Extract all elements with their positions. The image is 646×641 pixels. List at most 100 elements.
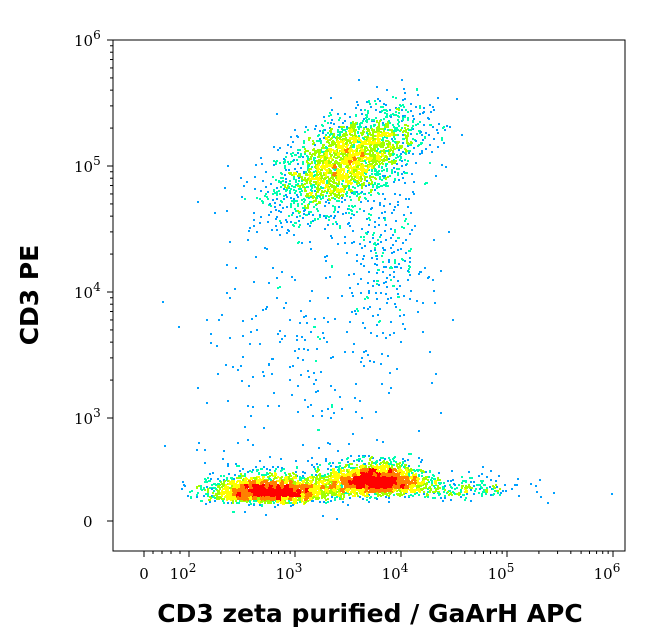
event-dot bbox=[252, 489, 254, 491]
event-dot bbox=[331, 164, 333, 166]
event-dot bbox=[345, 166, 347, 168]
event-dot bbox=[327, 189, 329, 191]
event-dot bbox=[314, 128, 316, 130]
event-dot bbox=[398, 149, 400, 151]
event-dot bbox=[322, 125, 324, 127]
event-dot bbox=[371, 170, 373, 172]
event-dot bbox=[291, 200, 293, 202]
event-dot bbox=[308, 197, 310, 199]
event-dot bbox=[340, 495, 342, 497]
event-dot bbox=[398, 112, 400, 114]
event-dot bbox=[315, 125, 317, 127]
event-dot bbox=[283, 188, 285, 190]
event-dot bbox=[290, 188, 292, 190]
event-dot bbox=[300, 188, 302, 190]
event-dot bbox=[305, 180, 307, 182]
event-dot bbox=[358, 135, 360, 137]
event-dot bbox=[402, 142, 404, 144]
event-dot bbox=[393, 181, 395, 183]
event-dot bbox=[337, 140, 339, 142]
event-dot bbox=[327, 224, 329, 226]
event-dot bbox=[290, 197, 292, 199]
event-dot bbox=[387, 126, 389, 128]
event-dot bbox=[431, 151, 433, 153]
event-dot bbox=[382, 144, 384, 146]
event-dot bbox=[336, 496, 338, 498]
event-dot bbox=[383, 149, 385, 151]
event-dot bbox=[322, 197, 324, 199]
event-dot bbox=[395, 134, 397, 136]
event-dot bbox=[379, 151, 381, 153]
event-dot bbox=[344, 129, 346, 131]
event-dot bbox=[354, 137, 356, 139]
event-dot bbox=[365, 198, 367, 200]
event-dot bbox=[428, 134, 430, 136]
event-dot bbox=[351, 158, 353, 160]
event-dot bbox=[288, 230, 290, 232]
event-dot bbox=[299, 497, 301, 499]
event-dot bbox=[373, 119, 375, 121]
event-dot bbox=[368, 217, 370, 219]
event-dot bbox=[334, 207, 336, 209]
event-dot bbox=[351, 213, 353, 215]
event-dot bbox=[419, 105, 421, 107]
event-dot bbox=[429, 104, 431, 106]
event-dot bbox=[249, 470, 251, 472]
event-dot bbox=[326, 180, 328, 182]
event-dot bbox=[333, 179, 335, 181]
event-dot bbox=[317, 171, 319, 173]
event-dot bbox=[253, 212, 255, 214]
event-dot bbox=[297, 495, 299, 497]
event-dot bbox=[341, 131, 343, 133]
event-dot bbox=[267, 502, 269, 504]
event-dot bbox=[429, 162, 431, 164]
event-dot bbox=[264, 502, 266, 504]
event-dot bbox=[379, 178, 381, 180]
event-dot bbox=[290, 221, 292, 223]
event-dot bbox=[412, 125, 414, 127]
event-dot bbox=[307, 178, 309, 180]
event-dot bbox=[271, 229, 273, 231]
plot-area bbox=[112, 39, 626, 552]
event-dot bbox=[369, 103, 371, 105]
event-dot bbox=[334, 187, 336, 189]
event-dot bbox=[278, 190, 280, 192]
event-dot bbox=[430, 124, 432, 126]
event-dot bbox=[273, 146, 275, 148]
event-dot bbox=[328, 182, 330, 184]
event-dot bbox=[319, 493, 321, 495]
event-dot bbox=[190, 497, 192, 499]
event-dot bbox=[273, 495, 275, 497]
event-dot bbox=[361, 132, 363, 134]
event-dot bbox=[350, 179, 352, 181]
event-dot bbox=[324, 166, 326, 168]
event-dot bbox=[349, 152, 351, 154]
event-dot bbox=[361, 152, 363, 154]
event-dot bbox=[290, 505, 292, 507]
event-dot bbox=[222, 500, 224, 502]
event-dot bbox=[293, 225, 295, 227]
event-dot bbox=[231, 481, 233, 483]
event-dot bbox=[372, 137, 374, 139]
event-dot bbox=[331, 143, 333, 145]
event-dot bbox=[291, 481, 293, 483]
event-dot bbox=[394, 171, 396, 173]
event-dot bbox=[242, 475, 244, 477]
event-dot bbox=[374, 156, 376, 158]
event-dot bbox=[250, 503, 252, 505]
event-dot bbox=[374, 170, 376, 172]
event-dot bbox=[307, 162, 309, 164]
event-dot bbox=[321, 494, 323, 496]
event-dot bbox=[301, 199, 303, 201]
event-dot bbox=[419, 153, 421, 155]
event-dot bbox=[356, 160, 358, 162]
event-dot bbox=[330, 114, 332, 116]
event-dot bbox=[319, 183, 321, 185]
event-dot bbox=[396, 163, 398, 165]
event-dot bbox=[389, 129, 391, 131]
event-dot bbox=[407, 111, 409, 113]
event-dot bbox=[355, 135, 357, 137]
event-dot bbox=[389, 155, 391, 157]
event-dot bbox=[196, 487, 198, 489]
event-dot bbox=[366, 499, 368, 501]
